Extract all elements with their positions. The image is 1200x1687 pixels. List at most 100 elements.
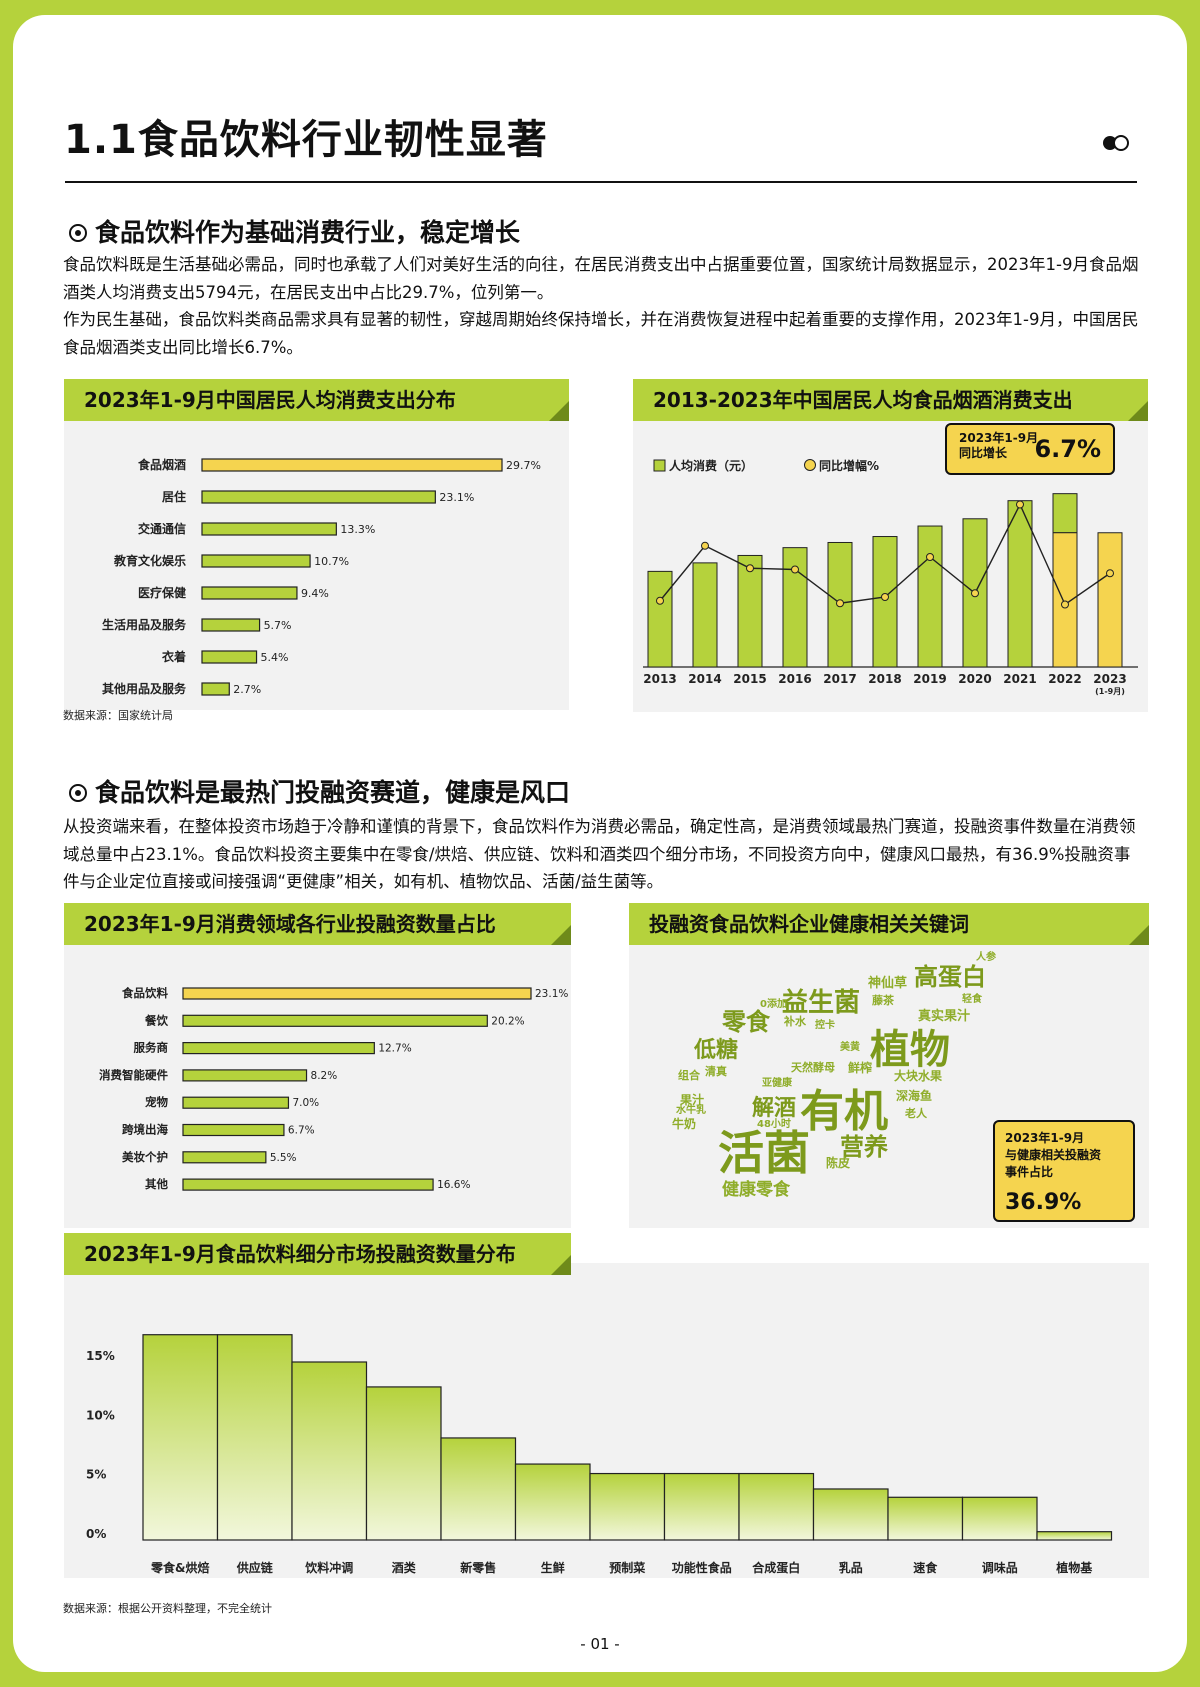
growth-point xyxy=(926,553,934,561)
bar xyxy=(182,1123,285,1137)
x-tick-label: 合成蛋白 xyxy=(752,1560,800,1575)
bar xyxy=(1007,500,1033,668)
growth-point xyxy=(836,599,844,608)
bar xyxy=(182,987,532,1000)
y-tick-label: 15% xyxy=(86,1349,115,1363)
x-tick-label: 功能性食品 xyxy=(672,1560,732,1575)
growth-point xyxy=(746,564,754,573)
keyword: 亚健康 xyxy=(762,1078,792,1089)
keyword: 48小时 xyxy=(757,1119,791,1130)
growth-point xyxy=(656,596,664,605)
keyword: 营养 xyxy=(840,1133,888,1161)
x-tick-label: 2020 xyxy=(958,672,991,686)
category-label: 餐饮 xyxy=(144,1013,168,1027)
bar xyxy=(291,1361,368,1541)
keyword: 大块水果 xyxy=(894,1069,943,1083)
bar xyxy=(961,1496,1038,1541)
keyword: 天然酵母 xyxy=(791,1061,835,1074)
keyword: 水牛乳 xyxy=(676,1105,706,1116)
keyword: 藤茶 xyxy=(872,994,894,1007)
corner-notch-icon xyxy=(549,401,569,421)
x-tick-label: 预制菜 xyxy=(609,1560,645,1575)
value-label: 20.2% xyxy=(491,1015,524,1027)
bar xyxy=(201,682,230,696)
x-tick-label: 供应链 xyxy=(236,1560,274,1575)
bar xyxy=(692,562,718,668)
keyword: 低糖 xyxy=(694,1038,739,1063)
x-tick-label: 新零售 xyxy=(460,1560,496,1575)
x-tick-label: 饮料冲调 xyxy=(304,1560,353,1575)
bar xyxy=(201,522,337,536)
section-heading-1: 食品饮料作为基础消费行业，稳定增长 xyxy=(69,213,520,249)
bar xyxy=(440,1437,517,1541)
category-label: 居住 xyxy=(162,489,186,504)
bar xyxy=(738,1472,815,1541)
bar xyxy=(182,1014,488,1027)
y-tick-label: 5% xyxy=(86,1468,106,1482)
growth-point xyxy=(1106,569,1114,578)
value-label: 5.4% xyxy=(261,651,289,664)
x-tick-label: 2018 xyxy=(868,672,901,686)
keyword: 陈皮 xyxy=(826,1156,851,1170)
keyword: 健康零食 xyxy=(722,1180,790,1200)
target-bullet-icon xyxy=(69,224,87,242)
category-label: 跨境出海 xyxy=(122,1123,168,1137)
x-tick-label: 2022 xyxy=(1048,672,1081,686)
growth-point xyxy=(971,589,979,598)
value-label: 7.0% xyxy=(292,1097,319,1109)
corner-notch-icon xyxy=(1129,925,1149,945)
x-tick-label: 乳品 xyxy=(839,1560,863,1575)
chart-2-svg: 人均消费（元） 同比增幅% 2013 2014 2015 2016 2017 2018 2019… xyxy=(643,458,1138,696)
category-label: 交通通信 xyxy=(138,521,186,536)
keyword: 深海鱼 xyxy=(896,1089,933,1103)
value-label: 23.1% xyxy=(439,491,474,504)
section-1-paragraph: 食品饮料既是生活基础必需品，同时也承载了人们对美好生活的向往，在居民消费支出中占… xyxy=(63,255,1139,357)
value-label: 29.7% xyxy=(506,459,541,472)
x-tick-label: 2017 xyxy=(823,672,856,686)
keyword: 鲜榨 xyxy=(848,1061,873,1075)
keyword: 活菌 xyxy=(718,1126,810,1180)
category-label: 美妆个护 xyxy=(122,1150,168,1164)
value-label: 5.5% xyxy=(270,1152,297,1164)
bar xyxy=(182,1178,434,1191)
bar xyxy=(872,536,898,668)
value-label: 16.6% xyxy=(437,1179,470,1191)
chart-4-title: 2023年1-9月食品饮料细分市场投融资数量分布 xyxy=(64,1233,571,1275)
x-tick-label: 2016 xyxy=(778,672,811,686)
value-label: 8.2% xyxy=(311,1070,338,1082)
title-divider xyxy=(65,181,1137,183)
bar xyxy=(201,554,311,568)
value-label: 5.7% xyxy=(264,619,292,632)
page-number: - 01 - xyxy=(580,1635,620,1653)
keyword: 组合 xyxy=(678,1069,700,1082)
bar xyxy=(737,554,763,668)
x-tick-label: 2013 xyxy=(643,672,676,686)
health-share-callout: 2023年1-9月 与健康相关投融资 事件占比 36.9% xyxy=(993,1120,1135,1222)
x-tick-label: 2014 xyxy=(688,672,721,686)
x-tick-label: 2023 xyxy=(1093,672,1126,686)
chart-3-title: 2023年1-9月消费领域各行业投融资数量占比 xyxy=(64,903,571,945)
value-label: 9.4% xyxy=(301,587,329,600)
value-label: 2.7% xyxy=(233,683,261,696)
keyword: 控卡 xyxy=(815,1020,835,1031)
bar xyxy=(201,650,258,664)
category-label: 医疗保健 xyxy=(138,585,187,600)
yoy-callout: 2023年1-9月 同比增长 6.7% xyxy=(945,423,1115,475)
bar xyxy=(182,1151,267,1164)
x-tick-label: 速食 xyxy=(913,1560,938,1575)
chart-2-title: 2013-2023年中国居民人均食品烟酒消费支出 xyxy=(633,379,1148,421)
bar xyxy=(514,1463,591,1541)
growth-point xyxy=(1016,500,1024,509)
source-note-1: 数据来源：国家统计局 xyxy=(63,709,173,722)
keyword: 老人 xyxy=(905,1107,927,1120)
toggle-icon xyxy=(1103,135,1131,151)
bar xyxy=(1097,532,1123,668)
keyword: 高蛋白 xyxy=(914,963,986,991)
section-2-paragraph: 从投资端来看，在整体投资市场趋于冷静和谨慎的背景下，食品饮料作为消费必需品，确定… xyxy=(63,817,1136,891)
bar xyxy=(201,458,503,472)
bar xyxy=(365,1386,442,1541)
page-title: 1.1食品饮料行业韧性显著 xyxy=(64,117,548,163)
keyword: 益生菌 xyxy=(782,988,861,1018)
legend-label: 人均消费（元） xyxy=(669,458,753,473)
bar xyxy=(917,525,943,668)
